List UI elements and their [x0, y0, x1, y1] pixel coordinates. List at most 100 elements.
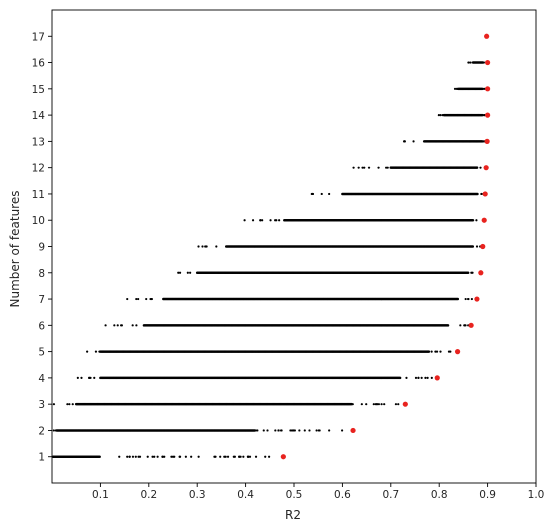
best-r2-point [484, 33, 490, 39]
best-r2-point [350, 427, 356, 434]
data-point [422, 140, 426, 143]
data-point [437, 114, 440, 117]
data-point [412, 140, 415, 143]
data-point [376, 403, 379, 406]
data-point [311, 192, 314, 196]
data-point [89, 376, 92, 379]
data-point [274, 219, 277, 222]
data-point [259, 219, 262, 222]
y-tick-label: 3 [38, 399, 45, 411]
data-point [131, 455, 135, 458]
data-point [189, 271, 192, 274]
y-tick-label: 13 [32, 136, 45, 148]
data-point [242, 455, 245, 458]
y-tick-label: 10 [32, 215, 45, 227]
data-point [150, 297, 153, 301]
data-point [481, 87, 485, 90]
x-tick-label: 0.5 [286, 489, 303, 501]
x-tick-label: 0.2 [140, 489, 157, 501]
data-point [446, 324, 450, 327]
data-point [455, 87, 459, 90]
x-tick-label: 1.0 [528, 489, 545, 501]
data-point [219, 455, 222, 458]
data-point [71, 403, 74, 406]
data-point [367, 166, 371, 169]
data-point [476, 192, 479, 196]
data-point [128, 455, 131, 458]
x-tick-label: 0.6 [334, 489, 351, 501]
best-r2-point [280, 454, 286, 460]
data-point [470, 297, 473, 301]
data-point [328, 192, 331, 196]
data-point [243, 219, 246, 222]
data-point [52, 455, 55, 458]
data-point [303, 429, 306, 432]
data-point [269, 219, 272, 222]
y-tick-label: 9 [38, 242, 45, 254]
data-point [341, 429, 344, 432]
y-tick-label: 14 [32, 110, 46, 122]
y-tick-label: 11 [32, 189, 45, 201]
data-point [470, 271, 473, 274]
data-point [481, 113, 484, 117]
best-r2-point [481, 217, 487, 223]
data-point [361, 166, 364, 169]
data-point [397, 403, 400, 406]
data-point [464, 324, 467, 327]
data-point [52, 403, 56, 406]
data-point [320, 192, 323, 196]
data-point [315, 429, 318, 432]
data-point [424, 376, 427, 379]
data-point [118, 455, 121, 458]
data-point [430, 376, 433, 379]
data-point [264, 455, 267, 458]
data-point [405, 376, 408, 379]
data-point [213, 455, 216, 458]
data-point [383, 403, 386, 406]
data-point [365, 403, 368, 406]
x-tick-label: 0.4 [237, 489, 254, 501]
data-point [482, 140, 485, 143]
data-point [459, 324, 462, 327]
data-point [482, 61, 485, 64]
data-point [116, 324, 119, 327]
x-tick-label: 0.1 [92, 489, 109, 501]
data-point [76, 376, 79, 379]
data-point [439, 350, 442, 353]
data-point [98, 455, 101, 458]
data-point [134, 455, 137, 458]
data-point [363, 166, 366, 169]
data-point [104, 324, 107, 327]
data-point [256, 429, 259, 432]
y-tick-label: 8 [38, 268, 45, 280]
data-point [190, 455, 193, 458]
data-point [479, 166, 482, 169]
y-tick-label: 12 [32, 163, 45, 175]
data-point [251, 219, 255, 222]
data-point [291, 429, 294, 432]
data-point [247, 455, 250, 458]
best-r2-point [484, 138, 490, 144]
y-tick-label: 16 [32, 58, 46, 70]
data-point [453, 87, 457, 90]
data-point [374, 403, 377, 406]
data-point [226, 455, 230, 458]
data-point [170, 455, 173, 458]
data-point [434, 350, 437, 353]
data-point [254, 455, 258, 458]
y-tick-label: 1 [38, 452, 45, 464]
data-point [472, 219, 475, 222]
y-axis-label: Number of features [8, 191, 22, 308]
data-point [137, 455, 140, 458]
data-point [394, 403, 398, 406]
x-axis-label: R2 [285, 508, 301, 522]
best-r2-point [483, 165, 489, 171]
x-tick-label: 0.3 [189, 489, 206, 501]
data-point [204, 245, 207, 248]
y-tick-label: 2 [38, 425, 45, 437]
data-point [86, 350, 89, 353]
data-point [475, 245, 479, 248]
data-point [420, 376, 423, 379]
